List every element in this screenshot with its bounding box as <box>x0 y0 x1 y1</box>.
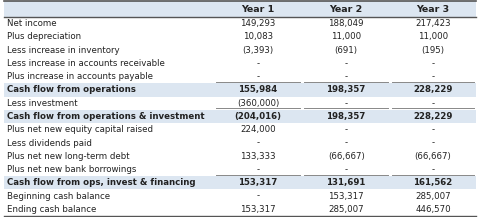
Text: -: - <box>256 165 260 174</box>
Text: 161,562: 161,562 <box>413 178 453 187</box>
Text: (66,667): (66,667) <box>328 152 365 161</box>
Text: (66,667): (66,667) <box>415 152 451 161</box>
Text: 198,357: 198,357 <box>326 85 366 94</box>
Text: 10,083: 10,083 <box>243 32 273 41</box>
Bar <box>4 44 476 57</box>
Text: (691): (691) <box>335 46 358 55</box>
Bar <box>4 203 476 216</box>
Text: Beginning cash balance: Beginning cash balance <box>7 192 110 201</box>
Text: -: - <box>345 165 348 174</box>
Text: 285,007: 285,007 <box>415 192 451 201</box>
Bar <box>4 17 476 30</box>
Text: -: - <box>256 192 260 201</box>
Bar <box>4 163 476 176</box>
Text: (195): (195) <box>421 46 444 55</box>
Text: Less increase in inventory: Less increase in inventory <box>7 46 120 55</box>
Text: 11,000: 11,000 <box>418 32 448 41</box>
Text: 153,317: 153,317 <box>238 178 277 187</box>
Text: 131,691: 131,691 <box>326 178 366 187</box>
Text: 217,423: 217,423 <box>415 19 451 28</box>
Text: -: - <box>256 72 260 81</box>
Bar <box>4 83 476 97</box>
Text: -: - <box>345 125 348 134</box>
Bar <box>4 176 476 189</box>
Text: 11,000: 11,000 <box>331 32 361 41</box>
Text: -: - <box>256 138 260 148</box>
Text: 153,317: 153,317 <box>328 192 364 201</box>
Text: (204,016): (204,016) <box>234 112 281 121</box>
Text: 155,984: 155,984 <box>238 85 277 94</box>
Text: (3,393): (3,393) <box>242 46 274 55</box>
Text: -: - <box>432 125 434 134</box>
Text: -: - <box>432 138 434 148</box>
Text: (360,000): (360,000) <box>237 99 279 108</box>
Text: -: - <box>432 59 434 68</box>
Text: 133,333: 133,333 <box>240 152 276 161</box>
Bar <box>4 97 476 110</box>
Text: -: - <box>432 72 434 81</box>
Text: Plus net new equity capital raised: Plus net new equity capital raised <box>7 125 153 134</box>
Bar <box>4 70 476 83</box>
Text: Ending cash balance: Ending cash balance <box>7 205 96 214</box>
Text: Plus net new long-term debt: Plus net new long-term debt <box>7 152 130 161</box>
Bar <box>4 189 476 203</box>
Text: -: - <box>432 165 434 174</box>
Text: Less dividends paid: Less dividends paid <box>7 138 92 148</box>
Text: -: - <box>345 138 348 148</box>
Text: -: - <box>345 59 348 68</box>
Text: 149,293: 149,293 <box>240 19 276 28</box>
Text: Less increase in accounts receivable: Less increase in accounts receivable <box>7 59 165 68</box>
Text: Year 3: Year 3 <box>417 5 450 13</box>
Bar <box>4 57 476 70</box>
Text: Cash flow from operations: Cash flow from operations <box>7 85 136 94</box>
Bar <box>4 30 476 44</box>
Bar <box>4 123 476 136</box>
Text: Net income: Net income <box>7 19 57 28</box>
Text: -: - <box>345 72 348 81</box>
Text: 228,229: 228,229 <box>413 85 453 94</box>
Text: Cash flow from ops, invest & financing: Cash flow from ops, invest & financing <box>7 178 195 187</box>
Text: 285,007: 285,007 <box>328 205 364 214</box>
Text: 224,000: 224,000 <box>240 125 276 134</box>
Text: Year 1: Year 1 <box>241 5 275 13</box>
Text: 228,229: 228,229 <box>413 112 453 121</box>
Text: -: - <box>432 99 434 108</box>
Bar <box>4 136 476 150</box>
Text: Cash flow from operations & investment: Cash flow from operations & investment <box>7 112 204 121</box>
Text: -: - <box>345 99 348 108</box>
Text: 198,357: 198,357 <box>326 112 366 121</box>
Text: Plus net new bank borrowings: Plus net new bank borrowings <box>7 165 136 174</box>
Text: Plus depreciation: Plus depreciation <box>7 32 81 41</box>
Bar <box>4 110 476 123</box>
Text: 153,317: 153,317 <box>240 205 276 214</box>
Text: Year 2: Year 2 <box>330 5 363 13</box>
Text: 188,049: 188,049 <box>328 19 364 28</box>
Text: 446,570: 446,570 <box>415 205 451 214</box>
Bar <box>4 1 476 17</box>
Text: -: - <box>256 59 260 68</box>
Bar <box>4 150 476 163</box>
Text: Less investment: Less investment <box>7 99 78 108</box>
Text: Plus increase in accounts payable: Plus increase in accounts payable <box>7 72 153 81</box>
